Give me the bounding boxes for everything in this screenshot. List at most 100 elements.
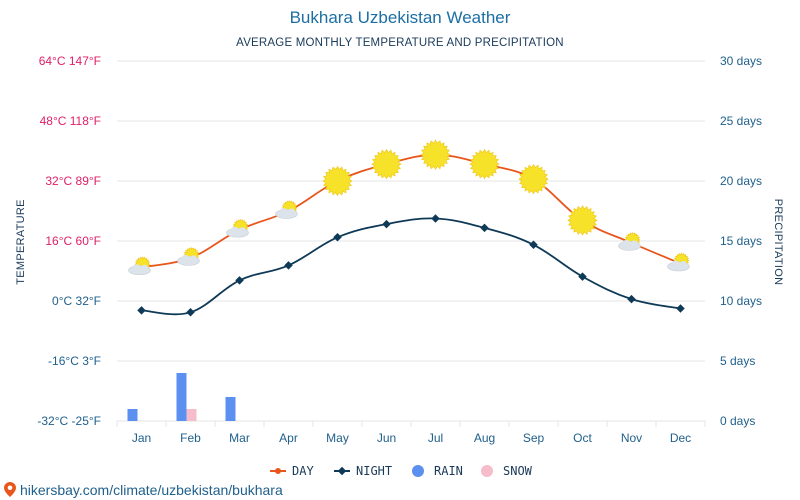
y-right-tick-label: 20 days [720, 174, 762, 188]
y-left-tick-labels: 64°C 147°F 48°C 118°F 32°C 89°F 16°C 60°F 0°… [37, 54, 101, 428]
partly-cloudy-icon [226, 218, 249, 238]
source-link[interactable]: hikersbay.com/climate/uzbekistan/bukhara [20, 482, 283, 498]
legend-marker [412, 465, 424, 477]
x-tick-label: Aug [474, 431, 495, 445]
rain-bar [127, 409, 138, 421]
y-right-tick-label: 25 days [720, 114, 762, 128]
legend-marker [337, 466, 347, 476]
partly-cloudy-icon [177, 247, 200, 266]
sun-disc [571, 209, 594, 231]
night-point [529, 240, 538, 249]
x-tick-label: Nov [621, 431, 642, 445]
legend-label: SNOW [503, 464, 533, 478]
night-point [333, 233, 342, 242]
cloud-puff [141, 264, 148, 272]
y-left-tick-label: 0°C 32°F [52, 294, 101, 308]
night-point [676, 304, 685, 313]
legend-label: NIGHT [356, 464, 392, 478]
weather-icons [128, 139, 690, 276]
night-point [284, 261, 293, 270]
sun-icon [518, 163, 549, 195]
x-tick-label: Feb [180, 431, 201, 445]
cloud-puff [671, 260, 680, 269]
y-right-tick-label: 10 days [720, 294, 762, 308]
x-tick-label: Mar [229, 431, 250, 445]
y-left-tick-label: 48°C 118°F [40, 114, 101, 128]
rain-bar [225, 397, 236, 421]
temperature-lines [137, 152, 685, 317]
sun-icon [322, 165, 353, 197]
chart-title: Bukhara Uzbekistan Weather [290, 8, 511, 27]
y-left-tick-label: -32°C -25°F [37, 414, 101, 428]
y-right-tick-labels: 30 days 25 days 20 days 15 days 10 days 5 day… [720, 54, 762, 428]
source-footer[interactable]: hikersbay.com/climate/uzbekistan/bukhara [4, 482, 283, 498]
cloud-puff [230, 226, 239, 235]
sun-disc [522, 168, 545, 190]
sun-icon [469, 148, 500, 180]
partly-cloudy-icon [667, 252, 690, 272]
y-left-tick-label: 16°C 60°F [45, 234, 101, 248]
partly-cloudy-icon [275, 200, 298, 219]
legend-item-rain: RAIN [412, 464, 463, 478]
legend-item-snow: SNOW [481, 464, 533, 478]
snow-bar [186, 409, 197, 421]
partly-cloudy-icon [128, 256, 151, 276]
cloud-puff [190, 255, 197, 263]
precipitation-bars [127, 373, 236, 421]
legend-marker [275, 468, 281, 474]
night-point [137, 306, 146, 315]
cloud-puff [622, 239, 631, 248]
night-point [480, 223, 489, 233]
sun-disc [473, 153, 496, 175]
x-tick-label: Jul [428, 431, 443, 445]
cloud-puff [279, 208, 288, 216]
x-tick-label: Jan [132, 431, 151, 445]
chart-subtitle: AVERAGE MONTHLY TEMPERATURE AND PRECIPIT… [236, 37, 564, 49]
sun-icon [420, 139, 451, 170]
x-tick-label: Apr [279, 431, 298, 445]
x-tick-labels: Jan Feb Mar Apr May Jun Jul Aug Sep Oct Nov Dec [132, 431, 691, 445]
partly-cloudy-icon [618, 232, 641, 251]
y-right-tick-label: 0 days [720, 414, 755, 428]
sun-disc [424, 144, 447, 166]
cloud-puff [288, 208, 295, 216]
cloud-puff [680, 261, 687, 268]
night-point [578, 272, 587, 281]
location-pin-icon [4, 482, 16, 497]
y-left-axis-title: TEMPERATURE [15, 199, 27, 285]
x-tick-label: Oct [573, 431, 592, 445]
x-tick-label: Jun [377, 431, 396, 445]
sun-disc [326, 170, 349, 192]
legend-label: DAY [292, 464, 314, 478]
cloud-puff [239, 227, 246, 235]
legend-marker [481, 465, 493, 477]
legend-label: RAIN [434, 464, 463, 478]
y-right-tick-label: 15 days [720, 234, 762, 248]
cloud-puff [181, 254, 190, 263]
cloud-puff [132, 264, 141, 273]
y-left-tick-label: -16°C 3°F [48, 354, 101, 368]
x-tick-label: Dec [670, 431, 691, 445]
night-line [141, 217, 681, 316]
night-point [627, 294, 636, 304]
x-tick-label: May [326, 431, 349, 445]
y-left-tick-label: 32°C 89°F [45, 174, 101, 188]
grid-lines [116, 60, 706, 427]
legend-item-day: DAY [270, 464, 314, 478]
day-line [141, 153, 681, 269]
night-point [382, 219, 391, 229]
legend-item-night: NIGHT [334, 464, 392, 478]
night-point [186, 308, 195, 317]
legend: DAY NIGHT RAIN SNOW [270, 464, 533, 478]
sun-icon [371, 148, 402, 180]
sun-disc [375, 153, 398, 175]
night-point [431, 214, 440, 223]
cloud-puff [631, 240, 638, 248]
sun-icon [567, 205, 598, 236]
x-tick-label: Sep [523, 431, 545, 445]
y-left-tick-label: 64°C 147°F [39, 54, 101, 68]
night-point [235, 276, 244, 285]
y-right-tick-label: 5 days [720, 354, 755, 368]
rain-bar [176, 373, 187, 421]
